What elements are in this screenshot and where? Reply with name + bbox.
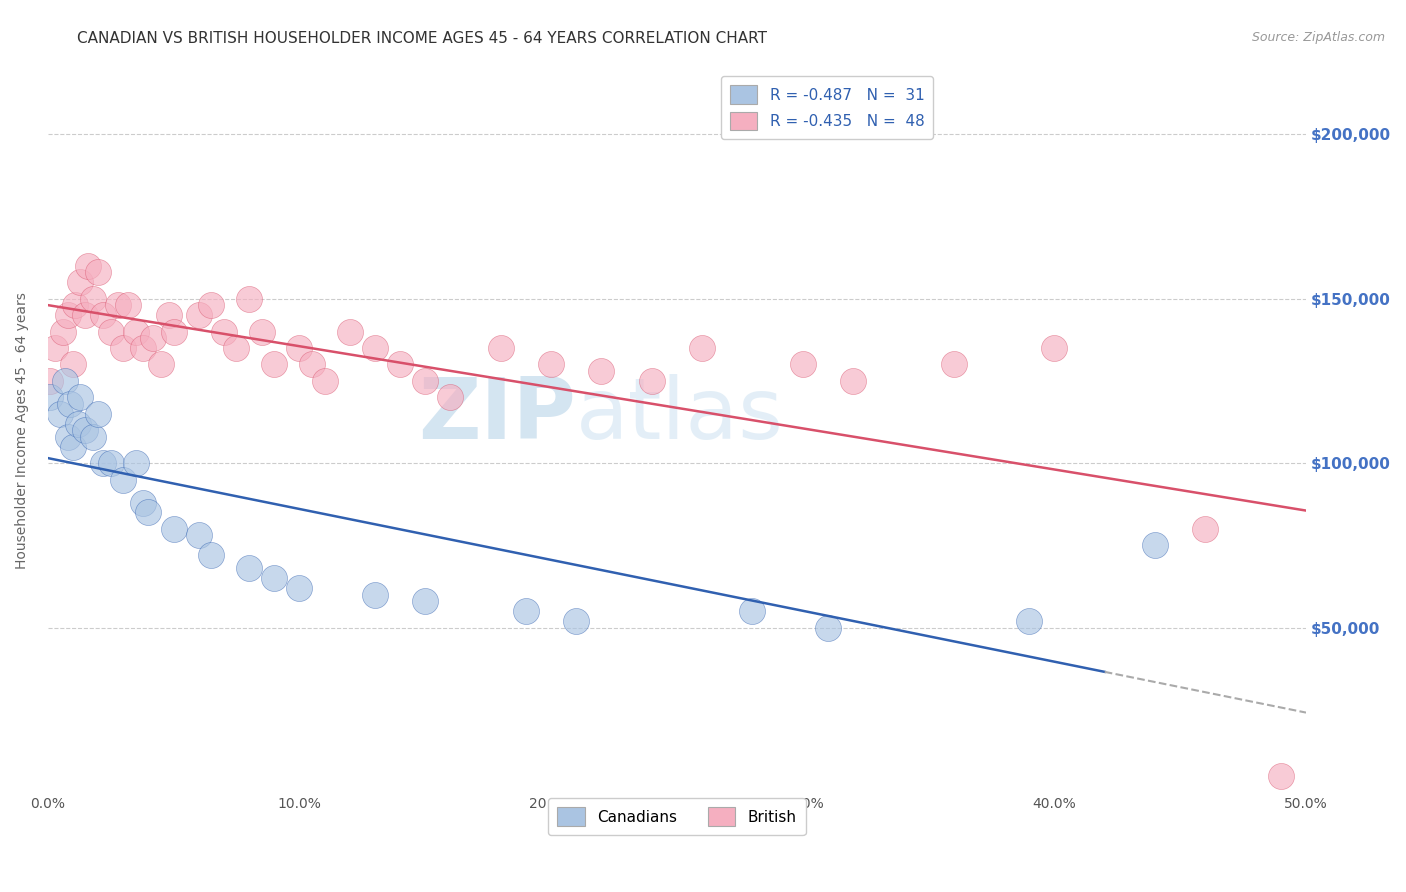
Point bbox=[91, 456, 114, 470]
Text: ZIP: ZIP bbox=[419, 375, 576, 458]
Point bbox=[817, 621, 839, 635]
Point bbox=[842, 374, 865, 388]
Point bbox=[75, 308, 97, 322]
Point bbox=[792, 358, 814, 372]
Point bbox=[413, 594, 436, 608]
Point bbox=[39, 390, 62, 404]
Point bbox=[187, 308, 209, 322]
Point bbox=[1270, 768, 1292, 782]
Point bbox=[132, 495, 155, 509]
Point bbox=[591, 364, 613, 378]
Point bbox=[741, 604, 763, 618]
Point bbox=[942, 358, 965, 372]
Point bbox=[489, 341, 512, 355]
Point bbox=[82, 430, 104, 444]
Text: Source: ZipAtlas.com: Source: ZipAtlas.com bbox=[1251, 31, 1385, 45]
Point bbox=[75, 423, 97, 437]
Point bbox=[288, 581, 311, 595]
Text: atlas: atlas bbox=[576, 375, 785, 458]
Point bbox=[142, 331, 165, 345]
Point bbox=[62, 440, 84, 454]
Point bbox=[69, 390, 91, 404]
Point bbox=[56, 308, 79, 322]
Point bbox=[87, 407, 110, 421]
Point bbox=[1194, 522, 1216, 536]
Point bbox=[112, 473, 135, 487]
Point bbox=[565, 614, 588, 628]
Point bbox=[132, 341, 155, 355]
Point bbox=[56, 430, 79, 444]
Point bbox=[389, 358, 412, 372]
Point bbox=[250, 325, 273, 339]
Point bbox=[87, 265, 110, 279]
Point bbox=[1043, 341, 1066, 355]
Point bbox=[44, 341, 66, 355]
Point bbox=[364, 341, 387, 355]
Point bbox=[117, 298, 139, 312]
Point bbox=[82, 292, 104, 306]
Point bbox=[515, 604, 537, 618]
Point bbox=[157, 308, 180, 322]
Point bbox=[100, 325, 122, 339]
Legend: Canadians, British: Canadians, British bbox=[548, 798, 806, 835]
Point bbox=[66, 417, 89, 431]
Point bbox=[65, 298, 87, 312]
Point bbox=[1018, 614, 1040, 628]
Point bbox=[62, 358, 84, 372]
Point bbox=[439, 390, 461, 404]
Point bbox=[91, 308, 114, 322]
Point bbox=[100, 456, 122, 470]
Point bbox=[238, 292, 260, 306]
Point bbox=[39, 374, 62, 388]
Point bbox=[339, 325, 361, 339]
Point bbox=[162, 522, 184, 536]
Point bbox=[364, 588, 387, 602]
Point bbox=[77, 259, 100, 273]
Point bbox=[238, 561, 260, 575]
Point bbox=[200, 298, 222, 312]
Y-axis label: Householder Income Ages 45 - 64 years: Householder Income Ages 45 - 64 years bbox=[15, 292, 30, 569]
Point bbox=[150, 358, 173, 372]
Point bbox=[52, 325, 75, 339]
Point bbox=[125, 456, 148, 470]
Point bbox=[1143, 538, 1166, 552]
Point bbox=[112, 341, 135, 355]
Point bbox=[690, 341, 713, 355]
Point bbox=[314, 374, 336, 388]
Point bbox=[225, 341, 247, 355]
Point bbox=[263, 358, 285, 372]
Text: CANADIAN VS BRITISH HOUSEHOLDER INCOME AGES 45 - 64 YEARS CORRELATION CHART: CANADIAN VS BRITISH HOUSEHOLDER INCOME A… bbox=[77, 31, 768, 46]
Point bbox=[540, 358, 562, 372]
Point bbox=[53, 374, 76, 388]
Point bbox=[212, 325, 235, 339]
Point bbox=[263, 571, 285, 585]
Point bbox=[187, 528, 209, 542]
Point bbox=[641, 374, 664, 388]
Point bbox=[200, 548, 222, 562]
Point bbox=[301, 358, 323, 372]
Point bbox=[59, 397, 82, 411]
Point bbox=[125, 325, 148, 339]
Point bbox=[69, 275, 91, 289]
Point bbox=[49, 407, 72, 421]
Point bbox=[413, 374, 436, 388]
Point bbox=[288, 341, 311, 355]
Point bbox=[162, 325, 184, 339]
Point bbox=[107, 298, 129, 312]
Point bbox=[138, 505, 160, 519]
